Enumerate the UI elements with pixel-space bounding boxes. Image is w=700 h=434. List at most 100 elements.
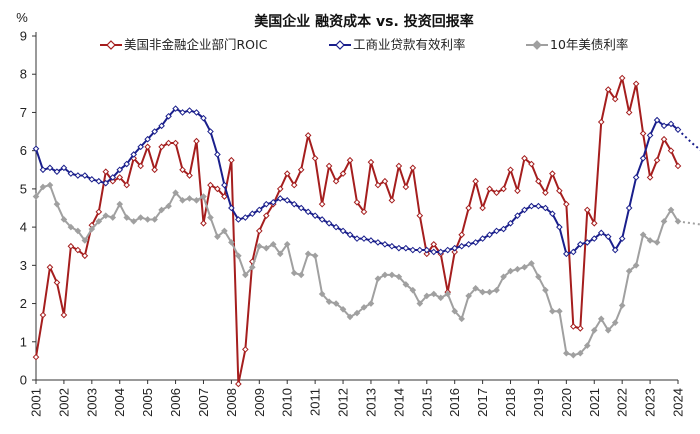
data-point — [158, 122, 165, 130]
data-point — [507, 166, 514, 174]
data-point — [158, 206, 165, 214]
data-point — [207, 181, 214, 189]
data-point — [276, 250, 284, 258]
data-point — [116, 174, 124, 181]
series-line — [35, 107, 679, 255]
data-point — [151, 166, 158, 174]
data-point — [332, 300, 340, 307]
series-forecast-line — [677, 128, 700, 151]
x-tick-label: 2019 — [531, 388, 546, 417]
data-point — [409, 286, 417, 294]
data-point — [304, 250, 312, 258]
data-point — [570, 248, 577, 256]
data-point — [325, 298, 333, 305]
data-point — [416, 300, 424, 307]
data-point — [332, 177, 340, 185]
data-point — [46, 181, 54, 189]
x-tick-label: 2022 — [615, 388, 630, 417]
data-point — [632, 80, 640, 88]
data-point — [493, 227, 500, 235]
data-point — [556, 223, 563, 231]
data-point — [32, 193, 40, 200]
data-point — [81, 237, 89, 244]
data-point — [549, 210, 556, 218]
data-point — [172, 105, 179, 112]
data-point — [528, 202, 535, 210]
data-point — [451, 244, 459, 252]
data-point — [604, 327, 612, 334]
data-point — [39, 311, 47, 319]
y-tick-label: 2 — [20, 296, 27, 311]
data-point — [430, 241, 438, 248]
data-point — [346, 313, 354, 321]
data-point — [242, 271, 249, 279]
data-point — [535, 273, 542, 281]
legend: 美国非金融企业部门ROIC 工商业贷款有效利率 10年美债利率 — [100, 37, 628, 52]
data-point — [130, 151, 138, 158]
series-1 — [32, 105, 700, 258]
data-point — [200, 114, 207, 122]
x-tick-label: 2006 — [168, 388, 183, 417]
data-point — [597, 229, 605, 237]
data-point — [514, 187, 521, 195]
data-point — [563, 349, 570, 357]
data-point — [339, 305, 347, 313]
data-point — [249, 210, 256, 218]
data-point — [604, 86, 612, 93]
data-point — [395, 244, 403, 252]
data-point — [123, 181, 131, 189]
data-point — [46, 263, 54, 271]
data-point — [625, 109, 633, 116]
x-tick-label: 2016 — [447, 388, 462, 417]
data-point — [88, 176, 96, 183]
data-point — [339, 227, 347, 235]
data-point — [667, 120, 675, 128]
data-point — [102, 179, 110, 187]
data-point — [493, 286, 500, 294]
data-point — [388, 197, 396, 204]
data-point — [193, 109, 200, 116]
data-point — [528, 260, 535, 267]
data-point — [151, 128, 158, 135]
x-tick-label: 2017 — [475, 388, 490, 417]
data-point — [388, 271, 396, 279]
data-point — [290, 200, 298, 208]
x-tick-label: 2002 — [56, 388, 71, 417]
data-point — [367, 158, 375, 166]
data-point — [583, 239, 591, 246]
data-point — [416, 246, 424, 254]
data-point — [479, 288, 486, 296]
data-point — [360, 304, 368, 311]
data-point — [53, 168, 61, 175]
data-point — [563, 250, 570, 258]
x-tick-label: 2018 — [503, 388, 518, 417]
data-point — [430, 248, 438, 256]
data-point — [172, 139, 179, 147]
data-point — [646, 132, 654, 139]
data-point — [653, 116, 661, 124]
data-point — [193, 197, 200, 204]
data-point — [639, 155, 647, 162]
data-point — [228, 204, 235, 212]
data-point — [542, 286, 549, 294]
data-point — [374, 275, 382, 283]
data-point — [500, 225, 507, 233]
y-tick-label: 0 — [20, 373, 27, 388]
data-point — [646, 237, 654, 244]
data-point — [674, 218, 682, 225]
data-point — [179, 166, 186, 174]
data-point — [500, 273, 507, 281]
data-point — [674, 162, 682, 170]
data-point — [151, 216, 158, 223]
data-point — [276, 195, 284, 202]
data-point — [632, 262, 640, 269]
data-point — [395, 162, 403, 170]
legend-marker-10y-treasury — [532, 40, 542, 50]
legend-label-roic: 美国非金融企业部门ROIC — [124, 37, 268, 52]
data-point — [144, 143, 151, 151]
data-point — [674, 126, 682, 133]
data-point — [325, 219, 333, 227]
data-point — [39, 166, 47, 174]
data-point — [269, 198, 277, 206]
